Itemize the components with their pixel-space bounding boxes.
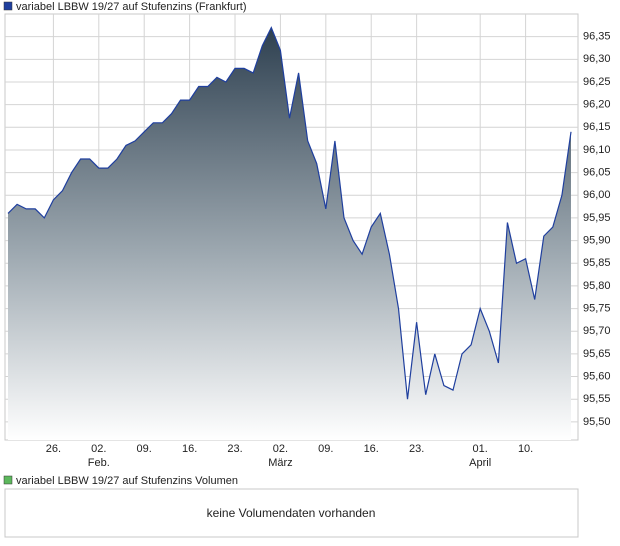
x-tick-label: 16. [364, 443, 379, 455]
y-tick-label: 96,05 [583, 167, 611, 179]
y-tick-label: 96,20 [583, 99, 611, 111]
y-tick-label: 96,15 [583, 121, 611, 133]
x-tick-label: 02. [273, 443, 288, 455]
y-tick-label: 95,90 [583, 235, 611, 247]
volume-panel [4, 488, 579, 538]
x-month-label: März [268, 457, 292, 469]
y-tick-label: 95,50 [583, 416, 611, 428]
x-tick-label: 09. [318, 443, 333, 455]
y-tick-label: 95,60 [583, 370, 611, 382]
y-tick-label: 95,70 [583, 325, 611, 337]
x-tick-label: 02. [91, 443, 106, 455]
legend-swatch [3, 1, 13, 11]
x-tick-label: 09. [137, 443, 152, 455]
y-tick-label: 96,30 [583, 53, 611, 65]
x-month-label: April [469, 457, 491, 469]
x-tick-label: 10. [518, 443, 533, 455]
y-tick-label: 95,95 [583, 212, 611, 224]
y-tick-label: 95,80 [583, 280, 611, 292]
y-tick-label: 95,55 [583, 393, 611, 405]
y-tick-label: 96,00 [583, 189, 611, 201]
legend-label: variabel LBBW 19/27 auf Stufenzins Volum… [16, 475, 238, 487]
y-tick-label: 96,35 [583, 31, 611, 43]
y-tick-label: 95,75 [583, 302, 611, 314]
y-tick-label: 96,25 [583, 76, 611, 88]
x-tick-label: 23. [227, 443, 242, 455]
legend-swatch [3, 475, 13, 485]
legend-label: variabel LBBW 19/27 auf Stufenzins (Fran… [16, 1, 247, 13]
x-month-label: Feb. [88, 457, 110, 469]
volume-message: keine Volumendaten vorhanden [207, 506, 376, 520]
x-tick-label: 26. [46, 443, 61, 455]
x-tick-label: 23. [409, 443, 424, 455]
x-tick-label: 01. [473, 443, 488, 455]
area-fill [8, 27, 571, 440]
y-tick-label: 96,10 [583, 144, 611, 156]
y-tick-label: 95,65 [583, 348, 611, 360]
price-line [7, 26, 572, 400]
y-tick-label: 95,85 [583, 257, 611, 269]
x-tick-label: 16. [182, 443, 197, 455]
